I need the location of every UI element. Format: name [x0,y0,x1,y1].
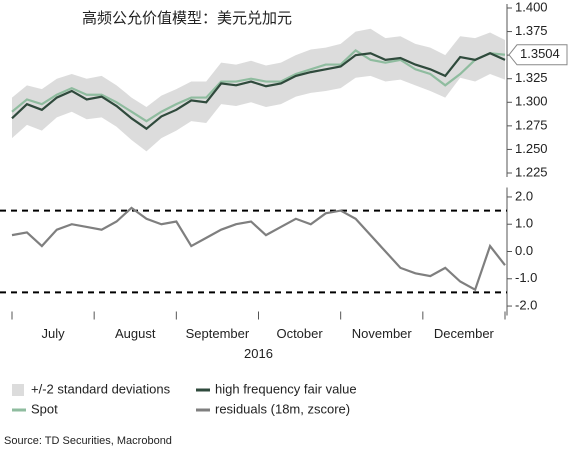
y-tick-label: 1.300 [515,94,548,109]
y-tick-label: 1.325 [515,70,548,85]
line [11,49,506,123]
x-tick-label: December [434,326,495,341]
y-tick-label: 1.225 [515,164,548,179]
line [11,52,506,131]
legend-label: Spot [31,401,58,416]
legend-label: +/-2 standard deviations [31,381,171,396]
y-tick-label: 0.0 [515,243,533,258]
x-tick-label: November [352,326,413,341]
x-tick-label: July [42,326,66,341]
y-tick-label: 1.400 [515,0,548,14]
legend-label: high frequency fair value [215,381,357,396]
x-tick-label: September [186,326,250,341]
source: Source: TD Securities, Macrobond [4,435,172,447]
chart-title: 高频公允价值模型：美元兑加元 [82,9,292,27]
y-tick-label: -1.0 [515,270,537,285]
legend-label: residuals (18m, zscore) [215,401,350,416]
y-tick-label: 1.250 [515,141,548,156]
callout-label: 1.3504 [520,46,560,61]
y-tick-label: 1.275 [515,117,548,132]
line [11,206,506,292]
band [12,28,505,152]
x-tick-label: August [115,326,156,341]
y-tick-label: 2.0 [515,188,533,203]
x-axis-label: 2016 [244,346,273,361]
callout-box [508,44,568,66]
y-tick-label: -2.0 [515,297,537,312]
y-tick-label: 1.375 [515,23,548,38]
y-tick-label: 1.0 [515,216,533,231]
legend-swatch [12,384,24,396]
x-tick-label: October [276,326,323,341]
